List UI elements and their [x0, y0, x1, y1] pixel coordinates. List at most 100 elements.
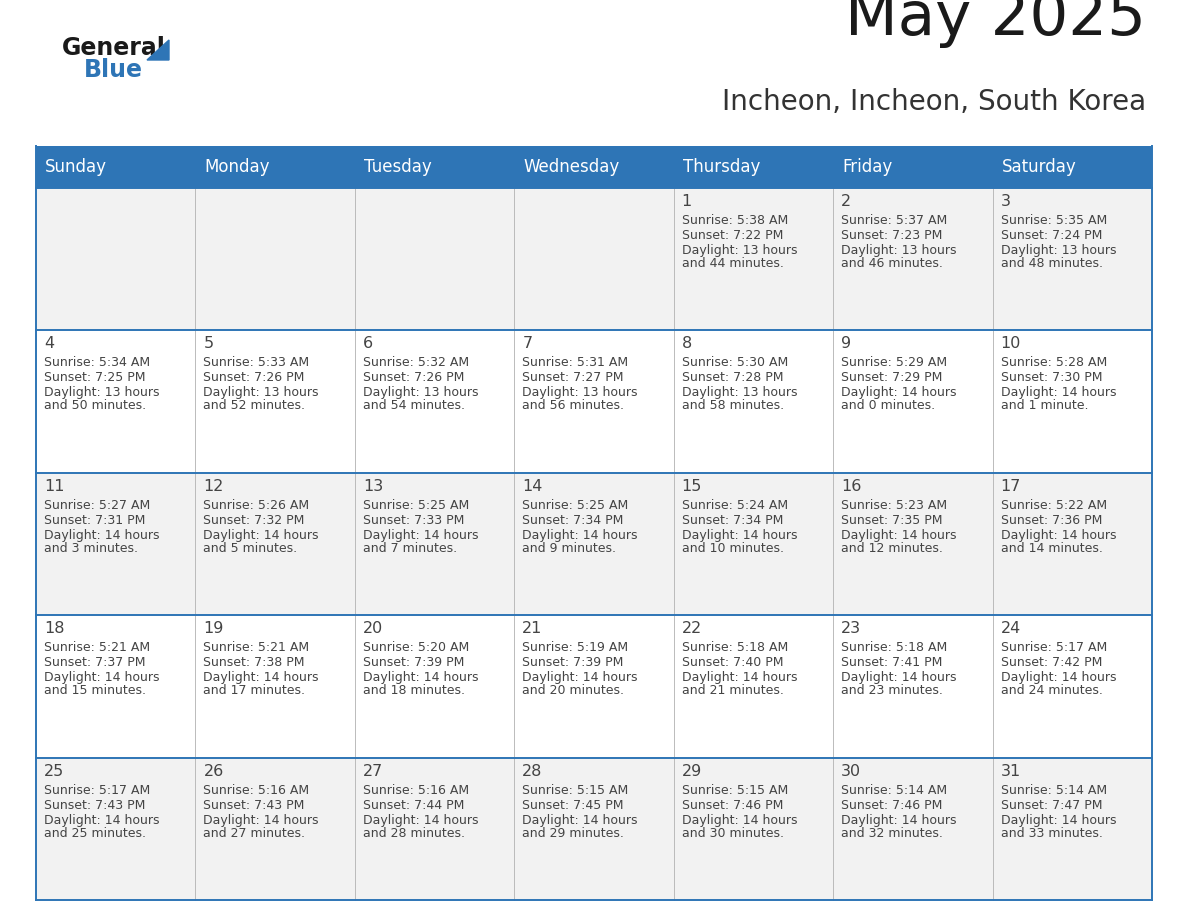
Text: Sunrise: 5:21 AM: Sunrise: 5:21 AM: [203, 641, 310, 655]
Text: Sunset: 7:34 PM: Sunset: 7:34 PM: [523, 514, 624, 527]
Text: Sunset: 7:22 PM: Sunset: 7:22 PM: [682, 229, 783, 242]
Text: Sunrise: 5:18 AM: Sunrise: 5:18 AM: [682, 641, 788, 655]
Text: Daylight: 14 hours: Daylight: 14 hours: [44, 529, 159, 542]
Text: Sunset: 7:46 PM: Sunset: 7:46 PM: [682, 799, 783, 812]
Text: Tuesday: Tuesday: [364, 158, 431, 176]
Text: and 54 minutes.: and 54 minutes.: [362, 399, 465, 412]
Text: Daylight: 14 hours: Daylight: 14 hours: [362, 671, 479, 684]
Text: and 3 minutes.: and 3 minutes.: [44, 542, 138, 554]
Text: and 12 minutes.: and 12 minutes.: [841, 542, 943, 554]
Text: Sunrise: 5:15 AM: Sunrise: 5:15 AM: [682, 784, 788, 797]
Text: and 20 minutes.: and 20 minutes.: [523, 684, 624, 697]
Text: Sunrise: 5:28 AM: Sunrise: 5:28 AM: [1000, 356, 1107, 369]
Text: Daylight: 14 hours: Daylight: 14 hours: [523, 671, 638, 684]
Text: Sunset: 7:42 PM: Sunset: 7:42 PM: [1000, 656, 1102, 669]
Text: Sunset: 7:31 PM: Sunset: 7:31 PM: [44, 514, 145, 527]
Text: May 2025: May 2025: [845, 0, 1146, 48]
FancyBboxPatch shape: [36, 330, 1152, 473]
Text: Sunset: 7:39 PM: Sunset: 7:39 PM: [362, 656, 465, 669]
Text: Sunset: 7:46 PM: Sunset: 7:46 PM: [841, 799, 942, 812]
Text: Sunrise: 5:24 AM: Sunrise: 5:24 AM: [682, 498, 788, 512]
Text: Daylight: 14 hours: Daylight: 14 hours: [1000, 386, 1116, 399]
Text: and 23 minutes.: and 23 minutes.: [841, 684, 943, 697]
FancyBboxPatch shape: [36, 473, 1152, 615]
Text: Daylight: 13 hours: Daylight: 13 hours: [44, 386, 159, 399]
Text: and 25 minutes.: and 25 minutes.: [44, 826, 146, 840]
Text: 20: 20: [362, 621, 383, 636]
Text: 24: 24: [1000, 621, 1020, 636]
Text: Sunrise: 5:20 AM: Sunrise: 5:20 AM: [362, 641, 469, 655]
Text: Daylight: 14 hours: Daylight: 14 hours: [841, 671, 956, 684]
Text: Sunrise: 5:26 AM: Sunrise: 5:26 AM: [203, 498, 310, 512]
Text: and 21 minutes.: and 21 minutes.: [682, 684, 784, 697]
Text: Sunrise: 5:37 AM: Sunrise: 5:37 AM: [841, 214, 947, 227]
Text: Sunset: 7:37 PM: Sunset: 7:37 PM: [44, 656, 145, 669]
Text: and 18 minutes.: and 18 minutes.: [362, 684, 465, 697]
Text: Sunrise: 5:16 AM: Sunrise: 5:16 AM: [203, 784, 310, 797]
Text: Sunset: 7:26 PM: Sunset: 7:26 PM: [362, 372, 465, 385]
Text: Wednesday: Wednesday: [523, 158, 619, 176]
Text: Daylight: 14 hours: Daylight: 14 hours: [1000, 529, 1116, 542]
Text: Daylight: 14 hours: Daylight: 14 hours: [1000, 671, 1116, 684]
Text: Sunset: 7:29 PM: Sunset: 7:29 PM: [841, 372, 942, 385]
Text: Daylight: 14 hours: Daylight: 14 hours: [1000, 813, 1116, 826]
Text: Daylight: 14 hours: Daylight: 14 hours: [203, 671, 318, 684]
Text: 29: 29: [682, 764, 702, 778]
Text: Sunrise: 5:14 AM: Sunrise: 5:14 AM: [1000, 784, 1107, 797]
Text: Daylight: 14 hours: Daylight: 14 hours: [203, 529, 318, 542]
Text: Daylight: 14 hours: Daylight: 14 hours: [841, 529, 956, 542]
Text: 13: 13: [362, 479, 383, 494]
FancyBboxPatch shape: [355, 188, 514, 330]
Text: Sunset: 7:43 PM: Sunset: 7:43 PM: [44, 799, 145, 812]
Text: Sunset: 7:47 PM: Sunset: 7:47 PM: [1000, 799, 1102, 812]
Text: Sunrise: 5:21 AM: Sunrise: 5:21 AM: [44, 641, 150, 655]
Text: 1: 1: [682, 194, 691, 209]
Text: Daylight: 14 hours: Daylight: 14 hours: [682, 671, 797, 684]
Text: and 58 minutes.: and 58 minutes.: [682, 399, 784, 412]
FancyBboxPatch shape: [514, 188, 674, 330]
Text: and 9 minutes.: and 9 minutes.: [523, 542, 617, 554]
Text: Sunrise: 5:38 AM: Sunrise: 5:38 AM: [682, 214, 788, 227]
Text: Daylight: 14 hours: Daylight: 14 hours: [362, 529, 479, 542]
Text: Sunrise: 5:30 AM: Sunrise: 5:30 AM: [682, 356, 788, 369]
FancyBboxPatch shape: [196, 188, 355, 330]
Text: Sunset: 7:41 PM: Sunset: 7:41 PM: [841, 656, 942, 669]
Text: Daylight: 14 hours: Daylight: 14 hours: [44, 813, 159, 826]
Text: Sunrise: 5:32 AM: Sunrise: 5:32 AM: [362, 356, 469, 369]
Text: Daylight: 13 hours: Daylight: 13 hours: [523, 386, 638, 399]
Text: Daylight: 13 hours: Daylight: 13 hours: [1000, 244, 1116, 257]
Text: Sunset: 7:27 PM: Sunset: 7:27 PM: [523, 372, 624, 385]
Text: Monday: Monday: [204, 158, 270, 176]
Text: 12: 12: [203, 479, 223, 494]
Text: Sunset: 7:28 PM: Sunset: 7:28 PM: [682, 372, 783, 385]
Text: and 10 minutes.: and 10 minutes.: [682, 542, 784, 554]
Text: 27: 27: [362, 764, 383, 778]
Text: and 29 minutes.: and 29 minutes.: [523, 826, 624, 840]
Text: Sunset: 7:36 PM: Sunset: 7:36 PM: [1000, 514, 1102, 527]
Text: General: General: [62, 36, 166, 60]
Text: 11: 11: [44, 479, 64, 494]
Text: and 33 minutes.: and 33 minutes.: [1000, 826, 1102, 840]
Text: Sunrise: 5:23 AM: Sunrise: 5:23 AM: [841, 498, 947, 512]
Text: 3: 3: [1000, 194, 1011, 209]
Text: Friday: Friday: [842, 158, 892, 176]
Text: Daylight: 14 hours: Daylight: 14 hours: [682, 529, 797, 542]
FancyBboxPatch shape: [36, 188, 1152, 330]
Text: 4: 4: [44, 336, 55, 352]
Text: 17: 17: [1000, 479, 1020, 494]
Text: 5: 5: [203, 336, 214, 352]
Text: and 14 minutes.: and 14 minutes.: [1000, 542, 1102, 554]
Text: Daylight: 14 hours: Daylight: 14 hours: [203, 813, 318, 826]
Polygon shape: [147, 40, 169, 60]
Text: Sunset: 7:33 PM: Sunset: 7:33 PM: [362, 514, 465, 527]
Text: 10: 10: [1000, 336, 1020, 352]
Text: 30: 30: [841, 764, 861, 778]
Text: and 7 minutes.: and 7 minutes.: [362, 542, 457, 554]
Text: 2: 2: [841, 194, 852, 209]
Text: Sunrise: 5:33 AM: Sunrise: 5:33 AM: [203, 356, 310, 369]
Text: Daylight: 13 hours: Daylight: 13 hours: [682, 244, 797, 257]
Text: 19: 19: [203, 621, 223, 636]
Text: and 50 minutes.: and 50 minutes.: [44, 399, 146, 412]
Text: Sunset: 7:34 PM: Sunset: 7:34 PM: [682, 514, 783, 527]
Text: 16: 16: [841, 479, 861, 494]
